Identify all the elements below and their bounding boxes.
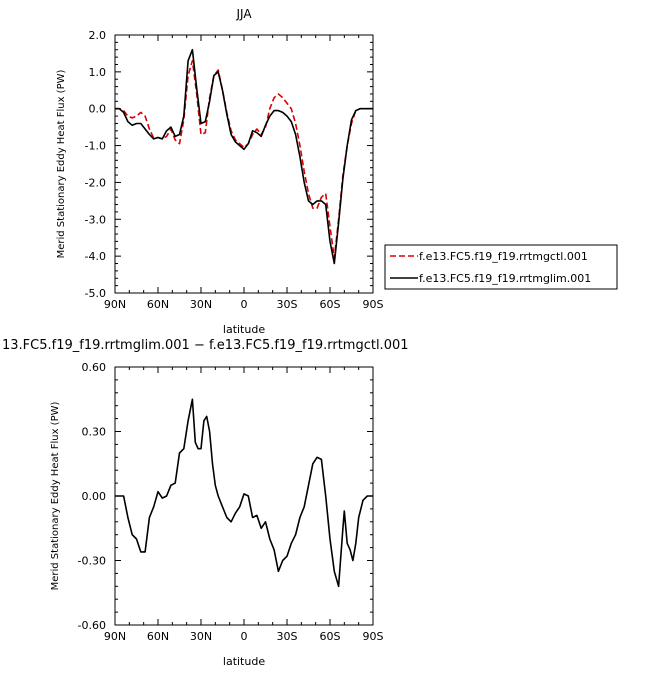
legend-label-ctl: f.e13.FC5.f19_f19.rrtmgctl.001 xyxy=(419,250,588,263)
bottom-x-tick-label: 90S xyxy=(363,630,384,643)
top-x-axis-label: latitude xyxy=(223,323,265,336)
top-x-tick-label: 60S xyxy=(320,298,341,311)
bottom-y-tick-label: -0.60 xyxy=(78,619,106,632)
top-y-tick-label: -1.0 xyxy=(85,140,106,153)
top-x-tick-label: 90N xyxy=(104,298,126,311)
bottom-x-tick-label: 30S xyxy=(277,630,298,643)
bottom-x-tick-label: 60N xyxy=(147,630,169,643)
top-y-tick-label: -3.0 xyxy=(85,213,106,226)
top-x-tick-label: 60N xyxy=(147,298,169,311)
bottom-x-tick-label: 90N xyxy=(104,630,126,643)
top-x-tick-label: 30S xyxy=(277,298,298,311)
bottom-y-axis-label: Merid Stationary Eddy Heat Flux (PW) xyxy=(50,402,61,591)
bottom-x-tick-label: 60S xyxy=(320,630,341,643)
legend: f.e13.FC5.f19_f19.rrtmgctl.001 f.e13.FC5… xyxy=(384,244,618,290)
bottom-panel: 13.FC5.f19_f19.rrtmglim.001 − f.e13.FC5.… xyxy=(2,338,409,668)
top-chart-title: JJA xyxy=(235,7,252,21)
top-y-tick-label: 0.0 xyxy=(89,103,107,116)
bottom-x-tick-label: 30N xyxy=(190,630,212,643)
legend-box xyxy=(384,244,618,290)
top-panel: JJA 90N 60N 30N 0 30S 60S 90S 2.0 1.0 0.0 -1.0 -2.0… xyxy=(56,7,618,336)
bottom-y-tick-label: -0.30 xyxy=(78,555,106,568)
top-y-tick-label: 1.0 xyxy=(89,66,107,79)
bottom-y-tick-label: 0.60 xyxy=(82,361,107,374)
bottom-x-tick-label: 0 xyxy=(241,630,248,643)
top-x-tick-label: 30N xyxy=(190,298,212,311)
bottom-x-axis-label: latitude xyxy=(223,655,265,668)
top-y-tick-label: -2.0 xyxy=(85,176,106,189)
top-x-tick-label: 90S xyxy=(363,298,384,311)
bottom-series-line-0 xyxy=(115,398,373,588)
bottom-chart-title: 13.FC5.f19_f19.rrtmglim.001 − f.e13.FC5.… xyxy=(2,338,409,353)
legend-label-lim: f.e13.FC5.f19_f19.rrtmglim.001 xyxy=(419,272,591,285)
top-y-tick-label: -4.0 xyxy=(85,250,106,263)
top-y-tick-label: -5.0 xyxy=(85,287,106,300)
top-y-axis-label: Merid Stationary Eddy Heat Flux (PW) xyxy=(56,70,67,259)
top-y-tick-label: 2.0 xyxy=(89,29,107,42)
top-series-line-1 xyxy=(115,48,373,265)
top-series-line-0 xyxy=(115,59,373,259)
bottom-y-tick-label: 0.30 xyxy=(82,426,107,439)
top-x-tick-label: 0 xyxy=(241,298,248,311)
bottom-y-tick-label: 0.00 xyxy=(82,490,107,503)
